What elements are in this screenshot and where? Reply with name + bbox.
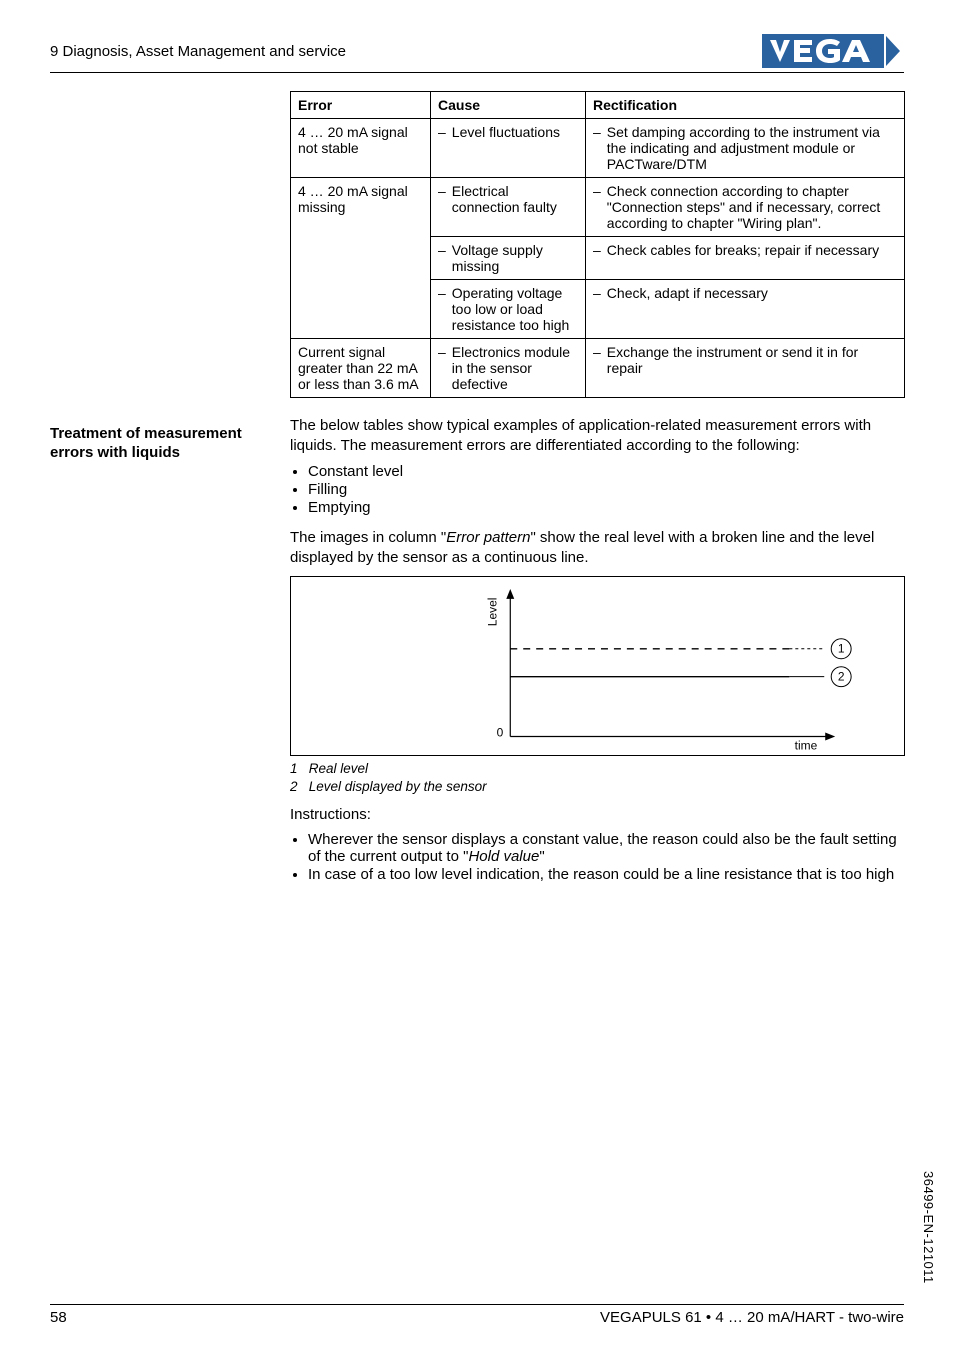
page-number: 58: [50, 1309, 67, 1326]
list-item: Wherever the sensor displays a constant …: [308, 831, 904, 865]
table-row: 4 … 20 mA signal missing –Electrical con…: [291, 178, 905, 237]
error-table: Error Cause Rectification 4 … 20 mA sign…: [290, 91, 905, 398]
list-item: Filling: [308, 481, 904, 498]
list-item: In case of a too low level indication, t…: [308, 866, 904, 883]
cell-rect: –Exchange the instrument or send it in f…: [586, 339, 905, 398]
table-header-row: Error Cause Rectification: [291, 92, 905, 119]
main-content: Error Cause Rectification 4 … 20 mA sign…: [290, 91, 904, 883]
col-rect: Rectification: [586, 92, 905, 119]
col-error: Error: [291, 92, 431, 119]
cell-cause: –Electrical connection faulty: [431, 178, 586, 237]
intro-paragraph: The below tables show typical examples o…: [290, 416, 904, 457]
bullet-list-2: Wherever the sensor displays a constant …: [308, 831, 904, 883]
cell-rect: –Check, adapt if necessary: [586, 280, 905, 339]
list-item: Emptying: [308, 499, 904, 516]
cell-cause: –Electronics module in the sensor defect…: [431, 339, 586, 398]
doc-code-vertical: 36499-EN-121011: [921, 1171, 936, 1284]
figure-frame: 0 time Level 1 2: [290, 576, 905, 756]
page-header: 9 Diagnosis, Asset Management and servic…: [50, 34, 904, 73]
header-title: 9 Diagnosis, Asset Management and servic…: [50, 43, 346, 60]
cell-rect: –Check connection according to chapter "…: [586, 178, 905, 237]
logo-arrow-icon: [886, 36, 904, 66]
svg-text:Level: Level: [485, 598, 499, 627]
cell-error: 4 … 20 mA signal not stable: [291, 119, 431, 178]
table-row: 4 … 20 mA signal not stable –Level fluct…: [291, 119, 905, 178]
cell-cause: –Level fluctuations: [431, 119, 586, 178]
cell-rect: –Check cables for breaks; repair if nece…: [586, 237, 905, 280]
instructions-heading: Instructions:: [290, 805, 904, 825]
error-pattern-paragraph: The images in column "Error pattern" sho…: [290, 528, 904, 569]
cell-error: Current signal greater than 22 mA or les…: [291, 339, 431, 398]
svg-text:2: 2: [838, 670, 845, 684]
cell-rect: –Set damping according to the instrument…: [586, 119, 905, 178]
list-item: Constant level: [308, 463, 904, 480]
page-footer: 58 VEGAPULS 61 • 4 … 20 mA/HART - two-wi…: [50, 1304, 904, 1326]
vega-logo-box: [762, 34, 884, 68]
cell-error: 4 … 20 mA signal missing: [291, 178, 431, 339]
cell-cause: –Operating voltage too low or load resis…: [431, 280, 586, 339]
table-row: Current signal greater than 22 mA or les…: [291, 339, 905, 398]
cell-cause: –Voltage supply missing: [431, 237, 586, 280]
vega-logo: [762, 34, 904, 68]
level-time-chart: 0 time Level 1 2: [291, 577, 904, 756]
doc-title: VEGAPULS 61 • 4 … 20 mA/HART - two-wire: [600, 1309, 904, 1326]
svg-text:time: time: [795, 738, 818, 752]
svg-text:0: 0: [497, 725, 504, 739]
svg-text:1: 1: [838, 642, 845, 656]
col-cause: Cause: [431, 92, 586, 119]
bullet-list-1: Constant level Filling Emptying: [308, 463, 904, 516]
side-heading: Treatment of measurement errors with liq…: [50, 425, 270, 463]
figure-caption: 1 Real level 2 Level displayed by the se…: [290, 760, 904, 795]
